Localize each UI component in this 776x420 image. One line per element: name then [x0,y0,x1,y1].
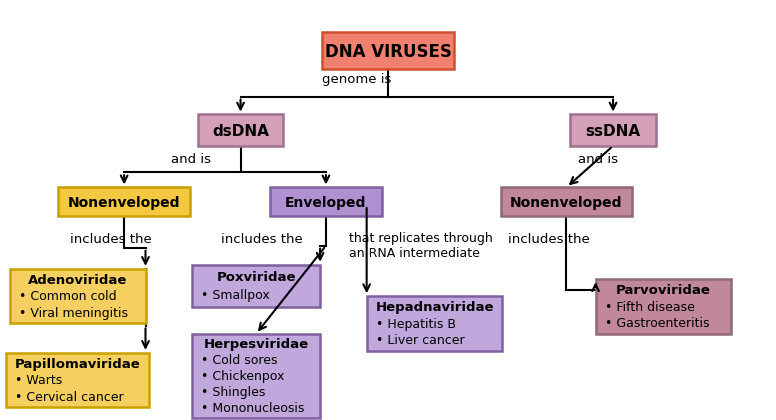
Text: • Warts: • Warts [16,374,62,387]
FancyBboxPatch shape [595,279,731,334]
FancyBboxPatch shape [192,265,320,307]
Text: • Mononucleosis: • Mononucleosis [202,402,305,415]
Text: Adenoviridae: Adenoviridae [28,274,127,287]
Text: • Cold sores: • Cold sores [202,354,278,368]
Text: Poxviridae: Poxviridae [217,271,296,284]
Text: Papillomaviridae: Papillomaviridae [15,358,140,371]
Text: • Chickenpox: • Chickenpox [202,370,285,383]
FancyBboxPatch shape [322,32,454,69]
FancyBboxPatch shape [6,353,149,407]
Text: genome is: genome is [322,74,391,86]
Text: includes the: includes the [221,233,303,246]
Text: includes the: includes the [508,233,590,246]
Text: • Cervical cancer: • Cervical cancer [16,391,123,404]
FancyBboxPatch shape [10,269,146,323]
FancyBboxPatch shape [198,115,283,146]
Text: dsDNA: dsDNA [212,124,269,139]
Text: includes the: includes the [70,233,151,246]
FancyBboxPatch shape [270,187,382,216]
Text: that replicates through
an RNA intermediate: that replicates through an RNA intermedi… [349,232,493,260]
Text: • Viral meningitis: • Viral meningitis [19,307,128,320]
Text: Nonenveloped: Nonenveloped [68,196,180,210]
Text: • Gastroenteritis: • Gastroenteritis [605,318,709,331]
FancyBboxPatch shape [570,115,656,146]
Text: • Liver cancer: • Liver cancer [376,334,465,347]
FancyBboxPatch shape [501,187,632,216]
Text: ssDNA: ssDNA [585,124,641,139]
Text: Parvoviridae: Parvoviridae [616,284,711,297]
Text: DNA VIRUSES: DNA VIRUSES [324,43,452,61]
Text: Herpesviridae: Herpesviridae [203,339,309,352]
FancyBboxPatch shape [192,334,320,418]
FancyBboxPatch shape [58,187,190,216]
Text: • Common cold: • Common cold [19,290,116,303]
Text: • Hepatitis B: • Hepatitis B [376,318,456,331]
Text: Hepadnaviridae: Hepadnaviridae [376,301,494,314]
Text: • Shingles: • Shingles [202,386,265,399]
Text: Nonenveloped: Nonenveloped [511,196,622,210]
Text: • Smallpox: • Smallpox [202,289,270,302]
FancyBboxPatch shape [367,296,503,351]
Text: and is: and is [578,153,618,166]
Text: • Fifth disease: • Fifth disease [605,301,695,314]
Text: and is: and is [171,153,211,166]
Text: Enveloped: Enveloped [286,196,366,210]
